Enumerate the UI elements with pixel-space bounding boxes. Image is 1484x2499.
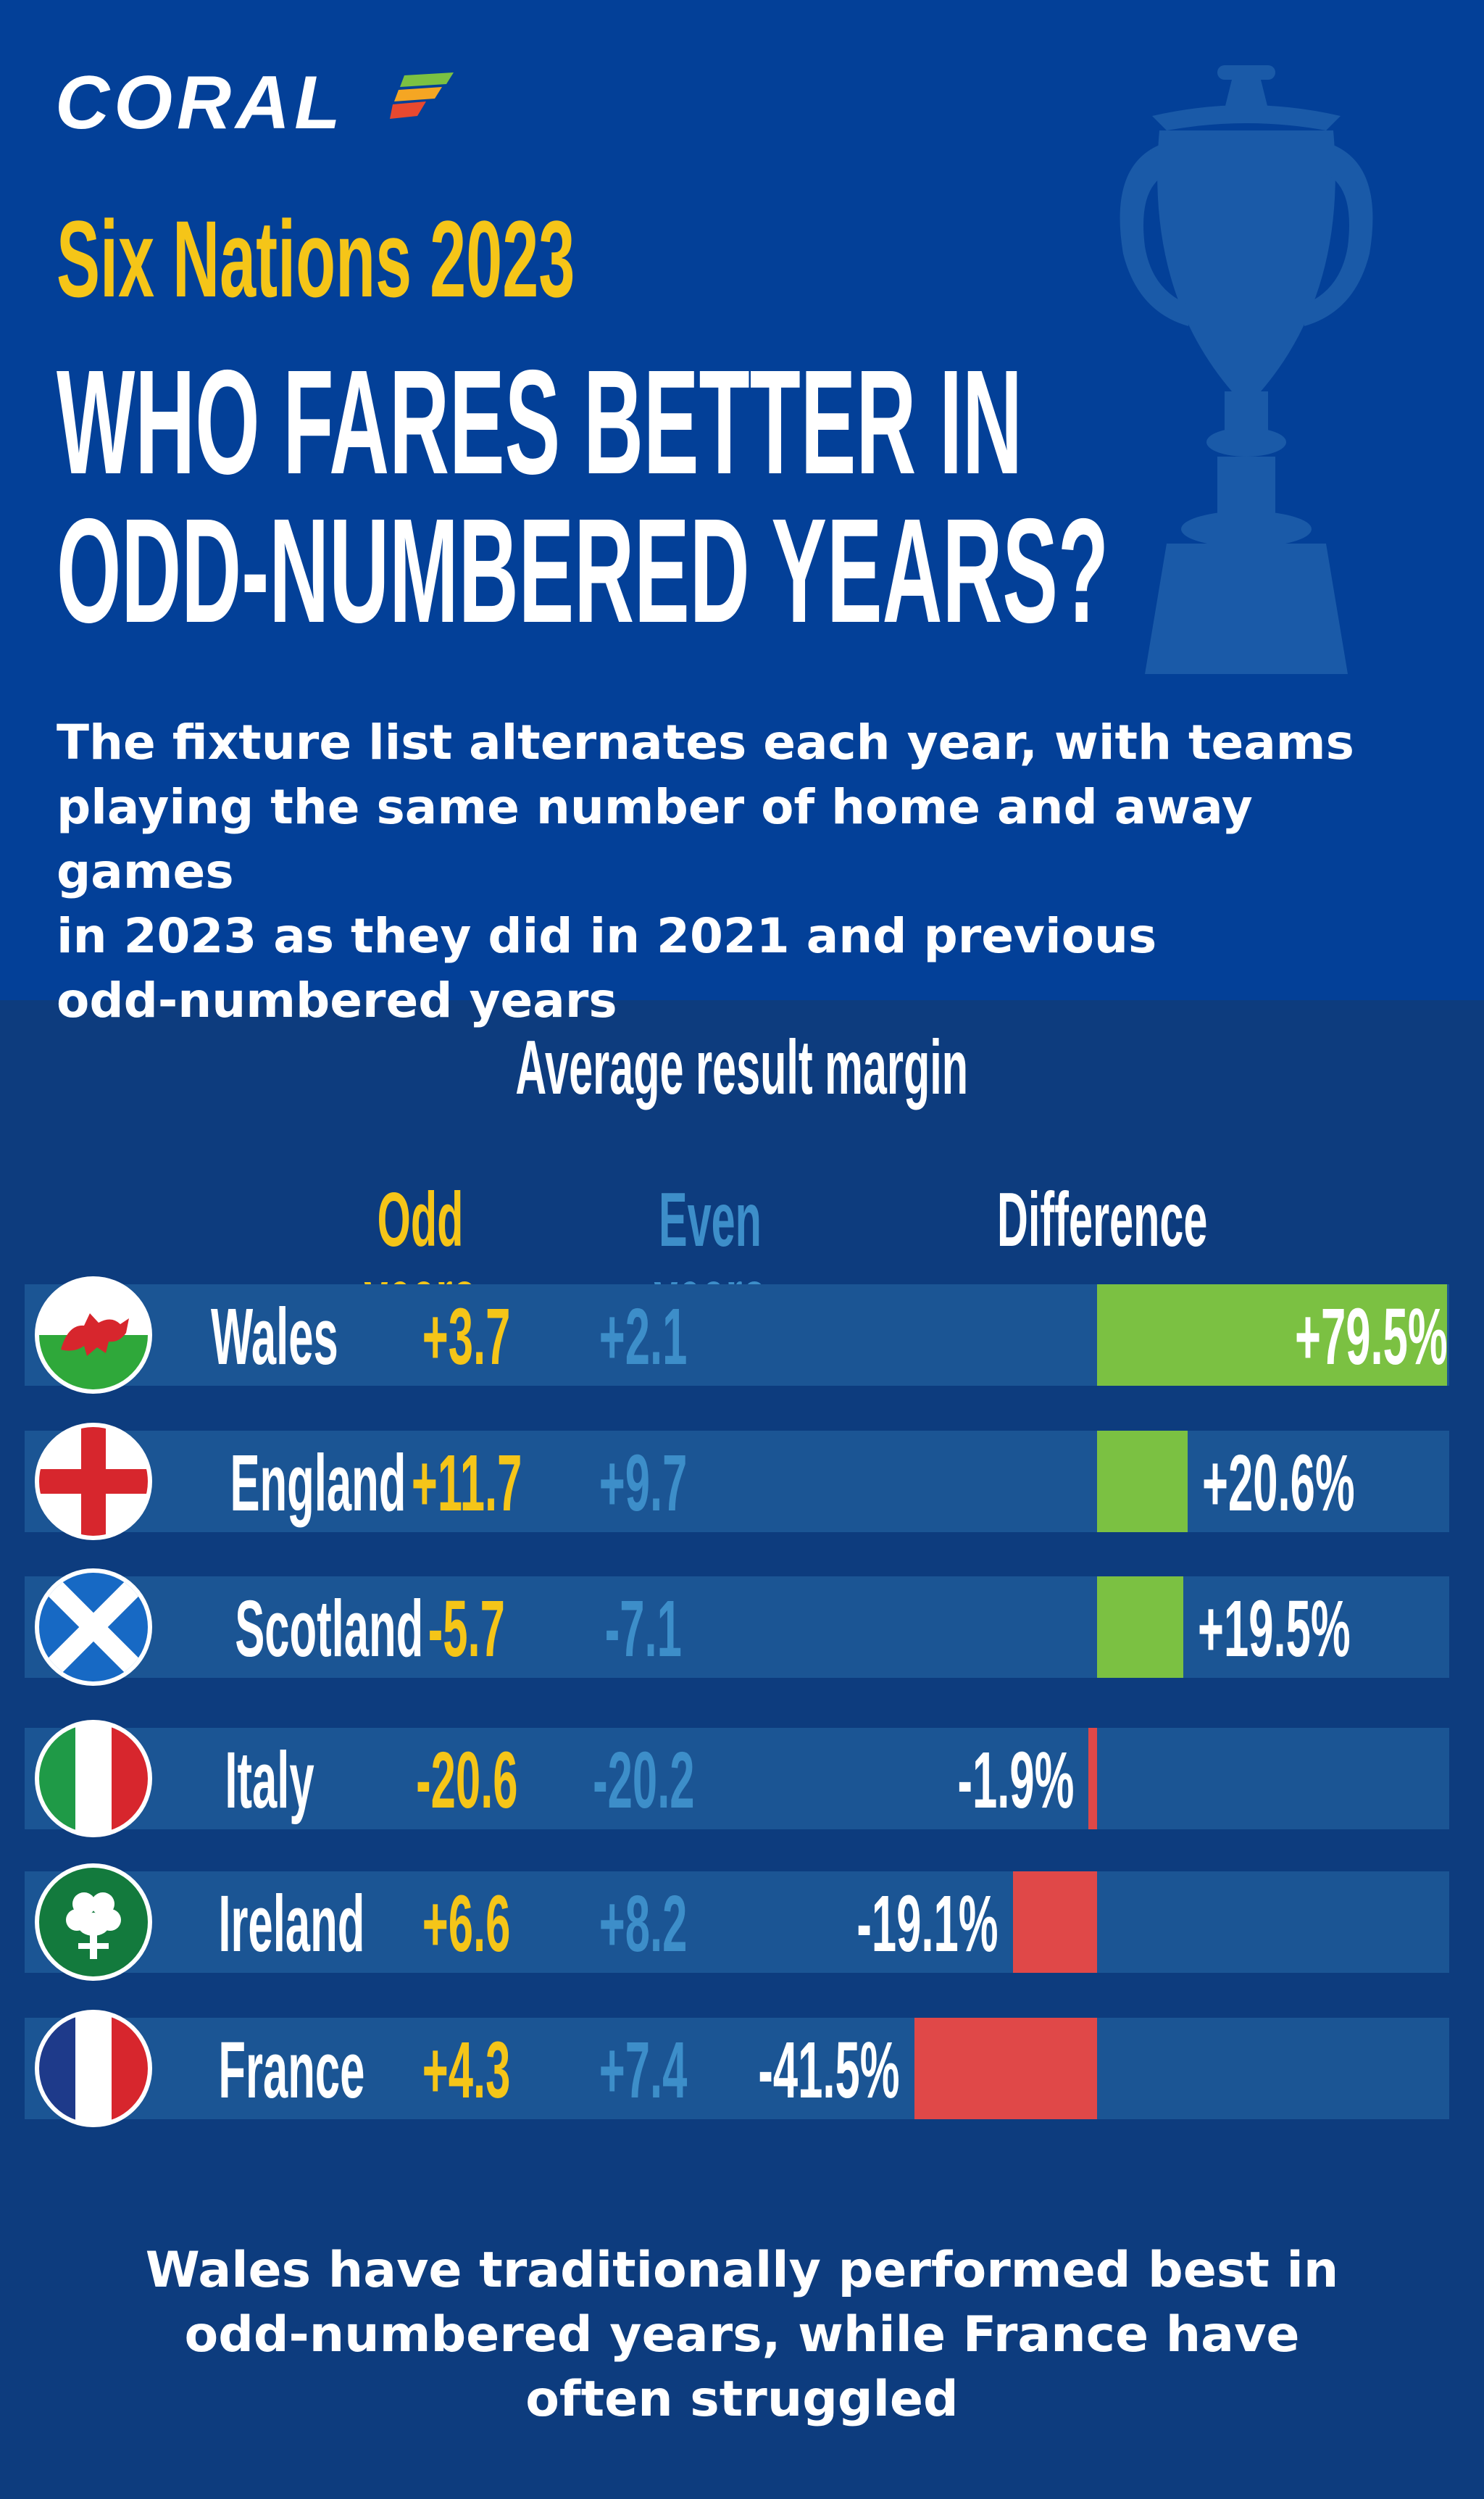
- england-flag-icon: [35, 1423, 152, 1540]
- scotland-flag-icon: [35, 1568, 152, 1686]
- team-name: Ireland: [218, 1879, 365, 1968]
- headline-line-2: ODD-NUMBERED YEARS?: [57, 488, 1109, 654]
- row-band: [25, 1871, 1449, 1973]
- difference-label: +79.5%: [1295, 1292, 1448, 1381]
- team-name: Italy: [225, 1736, 314, 1825]
- coral-logo-mark-icon: [390, 72, 454, 119]
- difference-bar: [1097, 1431, 1188, 1532]
- column-header-difference: Difference: [914, 1181, 1277, 1258]
- difference-bar: [1088, 1728, 1097, 1829]
- odd-years-value: +3.7: [422, 1292, 511, 1381]
- italy-flag-icon: [35, 1720, 152, 1837]
- subtitle: The fixture list alternates each year, w…: [57, 710, 1433, 1033]
- ireland-flag-icon: [35, 1863, 152, 1981]
- headline-line-1: WHO FARES BETTER IN: [57, 339, 1022, 505]
- row-band: [25, 1576, 1449, 1678]
- difference-bar: [1097, 1284, 1448, 1386]
- headline: WHO FARES BETTER IN ODD-NUMBERED YEARS?: [57, 348, 1109, 645]
- difference-bar: [1097, 1576, 1183, 1678]
- even-years-value: -20.2: [592, 1736, 695, 1825]
- even-years-value: +2.1: [599, 1292, 688, 1381]
- trophy-icon: [1120, 65, 1373, 674]
- team-name: England: [230, 1439, 407, 1528]
- row-band: [25, 1728, 1449, 1829]
- subtitle-line: odd-numbered years: [57, 973, 617, 1028]
- coral-logo: CORAL: [55, 61, 345, 145]
- footer-line: odd-numbered years, while France have: [184, 2306, 1300, 2363]
- even-years-value: +9.7: [599, 1439, 688, 1528]
- odd-years-value: +4.3: [422, 2026, 511, 2115]
- subtitle-line: The fixture list alternates each year, w…: [57, 715, 1354, 770]
- difference-label: +19.5%: [1197, 1584, 1351, 1673]
- row-band: [25, 1431, 1449, 1532]
- even-years-value: -7.1: [604, 1584, 683, 1673]
- footer-note: Wales have traditionally performed best …: [0, 2238, 1484, 2432]
- difference-label: -19.1%: [856, 1879, 999, 1968]
- subtitle-line: playing the same number of home and away…: [57, 779, 1253, 899]
- footer-line: often struggled: [525, 2371, 959, 2428]
- team-name: Wales: [211, 1292, 338, 1381]
- odd-years-value: -5.7: [428, 1584, 506, 1673]
- team-name: France: [218, 2026, 365, 2115]
- chart-title: Average result margin: [0, 1029, 1484, 1106]
- france-flag-icon: [35, 2010, 152, 2127]
- difference-label: -1.9%: [957, 1736, 1075, 1825]
- even-years-value: +7.4: [599, 2026, 688, 2115]
- team-name: Scotland: [235, 1584, 424, 1673]
- odd-years-value: +6.6: [422, 1879, 511, 1968]
- difference-bar: [914, 2018, 1097, 2119]
- row-band: [25, 2018, 1449, 2119]
- column-header-difference-text: Difference: [997, 1177, 1208, 1263]
- footer-line: Wales have traditionally performed best …: [145, 2242, 1339, 2299]
- odd-years-value: -20.6: [415, 1736, 518, 1825]
- difference-label: +20.6%: [1202, 1439, 1355, 1528]
- difference-label: -41.5%: [758, 2026, 900, 2115]
- subtitle-line: in 2023 as they did in 2021 and previous: [57, 908, 1157, 964]
- wales-flag-icon: [35, 1276, 152, 1394]
- even-years-value: +8.2: [599, 1879, 688, 1968]
- difference-bar: [1012, 1871, 1097, 1973]
- event-title: Six Nations 2023: [57, 198, 575, 320]
- chart-title-text: Average result margin: [515, 1025, 969, 1110]
- odd-years-value: +11.7: [411, 1439, 522, 1528]
